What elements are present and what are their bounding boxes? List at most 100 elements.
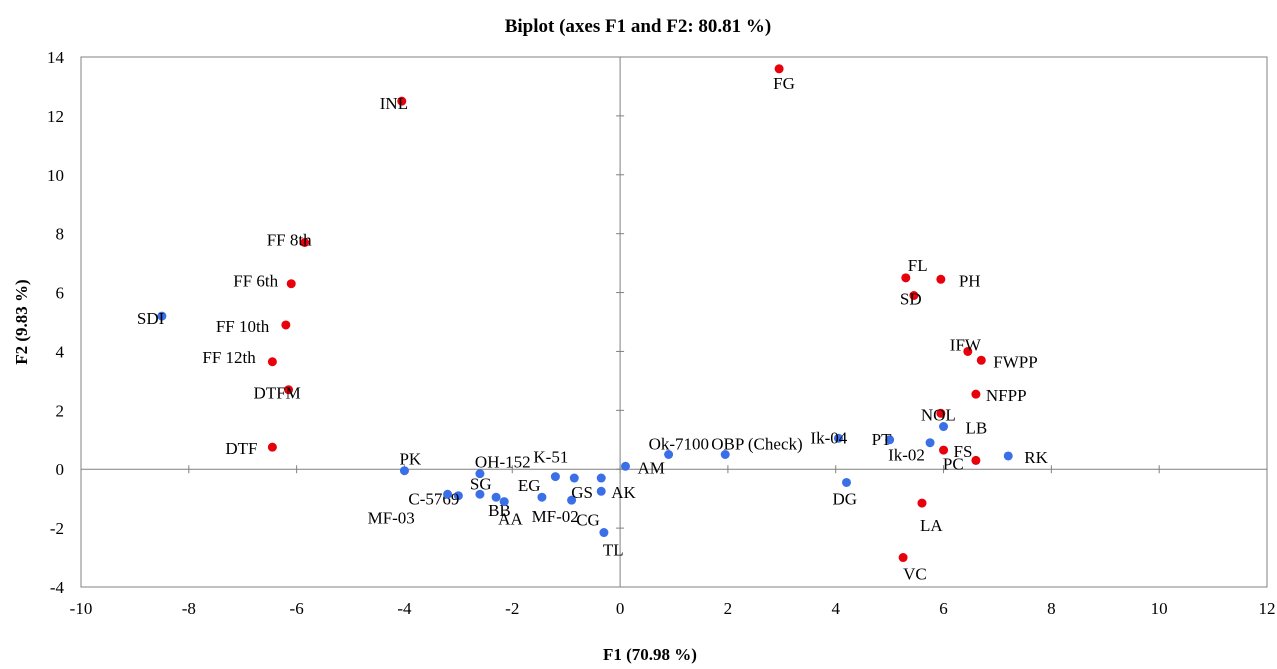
x-tick-label: 4 <box>831 599 840 618</box>
point-label: DG <box>833 489 858 508</box>
data-point <box>901 273 911 283</box>
data-point <box>397 96 407 106</box>
point-label: EG <box>518 476 541 495</box>
point-label: DTFM <box>254 384 301 403</box>
data-point <box>537 492 547 502</box>
data-point <box>569 473 579 483</box>
point-label: FF 8th <box>267 231 312 250</box>
data-point <box>833 433 843 443</box>
data-point <box>1003 451 1013 461</box>
data-point <box>300 238 310 247</box>
data-point <box>976 355 986 365</box>
data-point <box>475 469 485 479</box>
data-point <box>475 489 485 499</box>
point-label: FF 12th <box>202 348 256 367</box>
y-tick-label: 6 <box>56 284 65 303</box>
y-tick-label: -4 <box>50 578 65 597</box>
data-point <box>774 64 784 74</box>
point-label: FL <box>908 256 928 275</box>
data-point <box>267 442 277 452</box>
point-label: VC <box>903 565 927 584</box>
point-label: RK <box>1024 448 1048 467</box>
y-tick-label: 14 <box>47 48 65 67</box>
point-label: MF-03 <box>368 508 415 527</box>
point-label: TL <box>603 541 624 560</box>
y-tick-label: -2 <box>50 519 64 538</box>
x-tick-label: -6 <box>290 599 304 618</box>
data-point <box>491 492 501 502</box>
data-point <box>596 486 606 496</box>
point-label: FG <box>773 74 795 93</box>
y-tick-label: 10 <box>47 166 64 185</box>
data-point <box>281 320 291 330</box>
data-point <box>286 279 296 289</box>
point-label: OBP (Check) <box>711 435 802 454</box>
point-label: PT <box>872 430 892 449</box>
data-point <box>963 346 973 356</box>
chart-title: Biplot (axes F1 and F2: 80.81 %) <box>505 16 772 37</box>
x-tick-label: 8 <box>1047 599 1056 618</box>
point-label: MF-02 <box>532 507 579 526</box>
data-point <box>284 385 294 395</box>
plot-frame <box>80 56 1268 588</box>
x-tick-label: 6 <box>939 599 948 618</box>
y-tick-label: 8 <box>56 225 65 244</box>
x-tick-label: 0 <box>616 599 625 618</box>
point-label: FS <box>954 442 973 461</box>
x-tick-label: -2 <box>505 599 519 618</box>
data-point <box>909 291 919 300</box>
data-point <box>939 445 949 455</box>
point-label: OH-152 <box>475 453 531 472</box>
point-label: FF 6th <box>233 272 278 291</box>
point-label: DTF <box>225 439 257 458</box>
point-label: LA <box>920 516 943 535</box>
data-point <box>971 389 981 399</box>
point-label: PC <box>943 454 964 473</box>
point-label: LB <box>966 419 988 438</box>
point-label: Ik-04 <box>810 428 847 447</box>
data-point <box>664 450 674 459</box>
data-point <box>936 408 946 418</box>
data-point <box>620 461 630 471</box>
point-label: FWPP <box>993 352 1037 371</box>
y-tick-label: 2 <box>56 401 65 420</box>
data-point <box>499 497 509 507</box>
data-point <box>567 495 577 505</box>
y-tick-label: 4 <box>56 342 65 361</box>
point-label: PK <box>399 450 421 469</box>
data-point <box>939 422 949 432</box>
x-tick-label: -8 <box>182 599 196 618</box>
data-point <box>599 528 609 538</box>
plot-area: -10 -8 -6 -4 -2 0 2 4 6 8 10 12 -4 -2 0 2 4 6 8 10 12 14 FG INL… <box>47 48 1276 618</box>
x-tick-label: -4 <box>397 599 412 618</box>
point-label: K-51 <box>533 448 568 467</box>
point-label: PH <box>959 271 981 290</box>
data-point <box>157 311 167 321</box>
data-point <box>925 438 935 448</box>
x-tick-label: 10 <box>1151 599 1168 618</box>
data-point <box>936 274 946 284</box>
point-label: IFW <box>950 335 982 354</box>
point-label: NOL <box>921 405 956 424</box>
point-label: SG <box>470 474 492 493</box>
y-tick-label: 12 <box>47 107 64 126</box>
data-point <box>898 553 908 563</box>
point-label: Ik-02 <box>888 446 925 465</box>
x-tick-label: 12 <box>1259 599 1276 618</box>
data-point <box>267 357 277 367</box>
data-point <box>720 450 730 459</box>
point-label: AM <box>637 458 664 477</box>
data-point <box>443 489 453 499</box>
point-label: INL <box>380 94 408 113</box>
point-label: NFPP <box>986 386 1027 405</box>
point-label: Ok-7100 <box>649 435 709 454</box>
data-point <box>842 477 852 487</box>
point-label: AK <box>611 483 636 502</box>
data-point <box>453 491 463 501</box>
point-label: FF 10th <box>216 317 270 336</box>
y-axis-title: F2 (9.83 %) <box>12 279 31 364</box>
data-point <box>971 455 981 465</box>
data-point <box>399 466 409 476</box>
x-tick-label: 2 <box>724 599 733 618</box>
